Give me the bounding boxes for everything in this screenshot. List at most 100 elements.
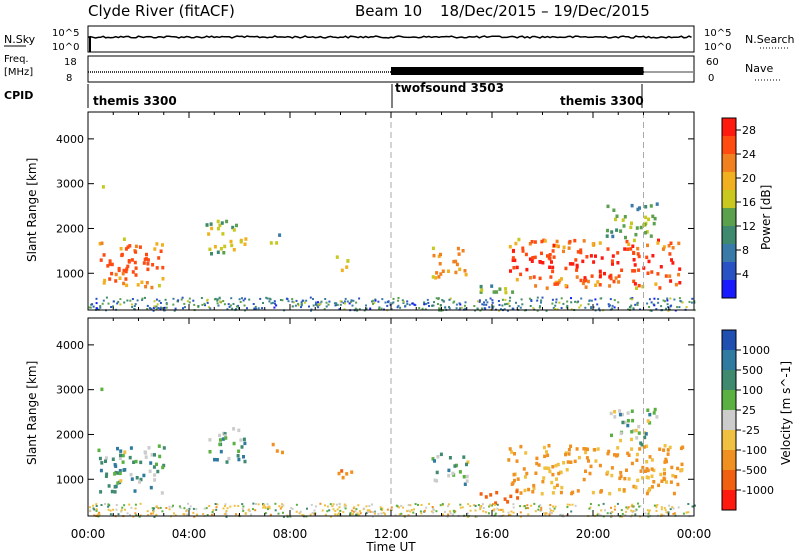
ground-scatter-cell [215, 508, 218, 511]
ground-scatter-cell [554, 307, 557, 310]
data-cell [435, 271, 439, 275]
ground-scatter-cell [617, 301, 620, 304]
data-cell [657, 238, 660, 243]
ground-scatter-cell [244, 297, 247, 300]
ground-scatter-cell [655, 308, 658, 311]
ground-scatter-cell [624, 514, 627, 517]
data-cell [134, 244, 138, 249]
ground-scatter-cell [536, 299, 539, 302]
ground-scatter-cell [183, 507, 186, 510]
ground-scatter-cell [544, 512, 547, 515]
data-cell [670, 258, 673, 262]
data-cell [155, 462, 158, 467]
data-cell [511, 290, 515, 294]
ground-scatter-cell [161, 307, 163, 310]
ground-scatter-cell [501, 508, 504, 511]
data-cell [242, 455, 245, 459]
data-cell [549, 275, 553, 279]
data-cell [222, 251, 226, 255]
ground-scatter-cell [92, 507, 95, 510]
ground-scatter-cell [621, 512, 624, 515]
ground-scatter-cell [224, 505, 226, 507]
ground-scatter-cell [146, 510, 149, 513]
ground-scatter-cell [159, 506, 162, 509]
ground-scatter-cell [128, 503, 131, 506]
data-cell [134, 266, 138, 270]
nave-tick-top: 60 [706, 57, 719, 68]
data-cell [647, 259, 651, 264]
ground-scatter-cell [631, 297, 634, 300]
data-cell [611, 262, 614, 266]
data-cell [119, 449, 123, 453]
ground-scatter-cell [539, 504, 542, 507]
ground-scatter-cell [115, 508, 118, 511]
data-cell [650, 474, 654, 478]
ground-scatter-cell [95, 503, 98, 506]
data-cell [652, 411, 656, 415]
data-cell [676, 482, 680, 487]
ground-scatter-cell [566, 503, 569, 506]
data-cell [118, 276, 122, 280]
data-cell [643, 431, 647, 435]
data-cell [644, 432, 648, 436]
ground-scatter-cell [431, 506, 434, 508]
data-cell [127, 259, 131, 263]
ground-scatter-cell [491, 301, 494, 304]
ground-scatter-cell [459, 303, 462, 306]
colorbar-segment [722, 190, 736, 209]
ground-scatter-cell [660, 305, 663, 308]
ground-scatter-cell [119, 303, 122, 306]
ground-scatter-cell [120, 509, 123, 512]
ground-scatter-cell [188, 507, 191, 510]
ground-scatter-cell [644, 512, 647, 515]
ground-scatter-cell [336, 513, 339, 516]
data-cell [627, 477, 631, 481]
data-cell [161, 465, 165, 470]
data-cell [142, 261, 146, 265]
ground-scatter-cell [324, 504, 326, 507]
ground-scatter-cell [110, 306, 113, 308]
ground-scatter-cell [158, 299, 161, 302]
data-cell [237, 449, 241, 453]
ground-scatter-cell [418, 307, 421, 309]
ground-scatter-cell [349, 512, 352, 515]
ground-scatter-cell [217, 304, 220, 307]
ground-scatter-cell [280, 505, 283, 508]
colorbar-segment [722, 370, 736, 391]
ground-scatter-cell [377, 300, 380, 303]
ground-scatter-cell [566, 300, 569, 303]
data-cell [539, 260, 543, 264]
data-cell [551, 472, 555, 477]
data-cell [573, 459, 577, 464]
ground-scatter-cell [554, 505, 557, 508]
ground-scatter-cell [579, 304, 582, 307]
ground-scatter-cell [374, 298, 377, 301]
data-cell [219, 247, 223, 251]
data-cell [514, 241, 518, 246]
ground-scatter-cell [265, 296, 268, 299]
data-cell [652, 468, 656, 473]
data-cell [100, 241, 104, 245]
data-cell [594, 254, 597, 258]
ground-scatter-cell [269, 298, 272, 301]
data-cell [463, 482, 467, 486]
ground-scatter-cell [372, 302, 374, 305]
ground-scatter-cell [206, 298, 209, 301]
ground-scatter-cell [266, 297, 269, 300]
ground-scatter-cell [344, 300, 346, 303]
ground-scatter-cell [478, 300, 481, 303]
data-cell [653, 407, 657, 412]
ground-scatter-cell [326, 510, 329, 513]
data-cell [608, 491, 612, 496]
data-cell [625, 239, 629, 244]
data-cell [150, 285, 154, 290]
ground-scatter-cell [378, 307, 381, 310]
data-cell [664, 274, 668, 278]
data-cell [441, 269, 445, 273]
ground-scatter-cell [398, 513, 401, 516]
data-cell [679, 446, 683, 451]
data-cell [666, 452, 670, 456]
data-cell [134, 273, 138, 277]
ground-scatter-cell [133, 305, 136, 307]
ground-scatter-cell [264, 507, 267, 509]
